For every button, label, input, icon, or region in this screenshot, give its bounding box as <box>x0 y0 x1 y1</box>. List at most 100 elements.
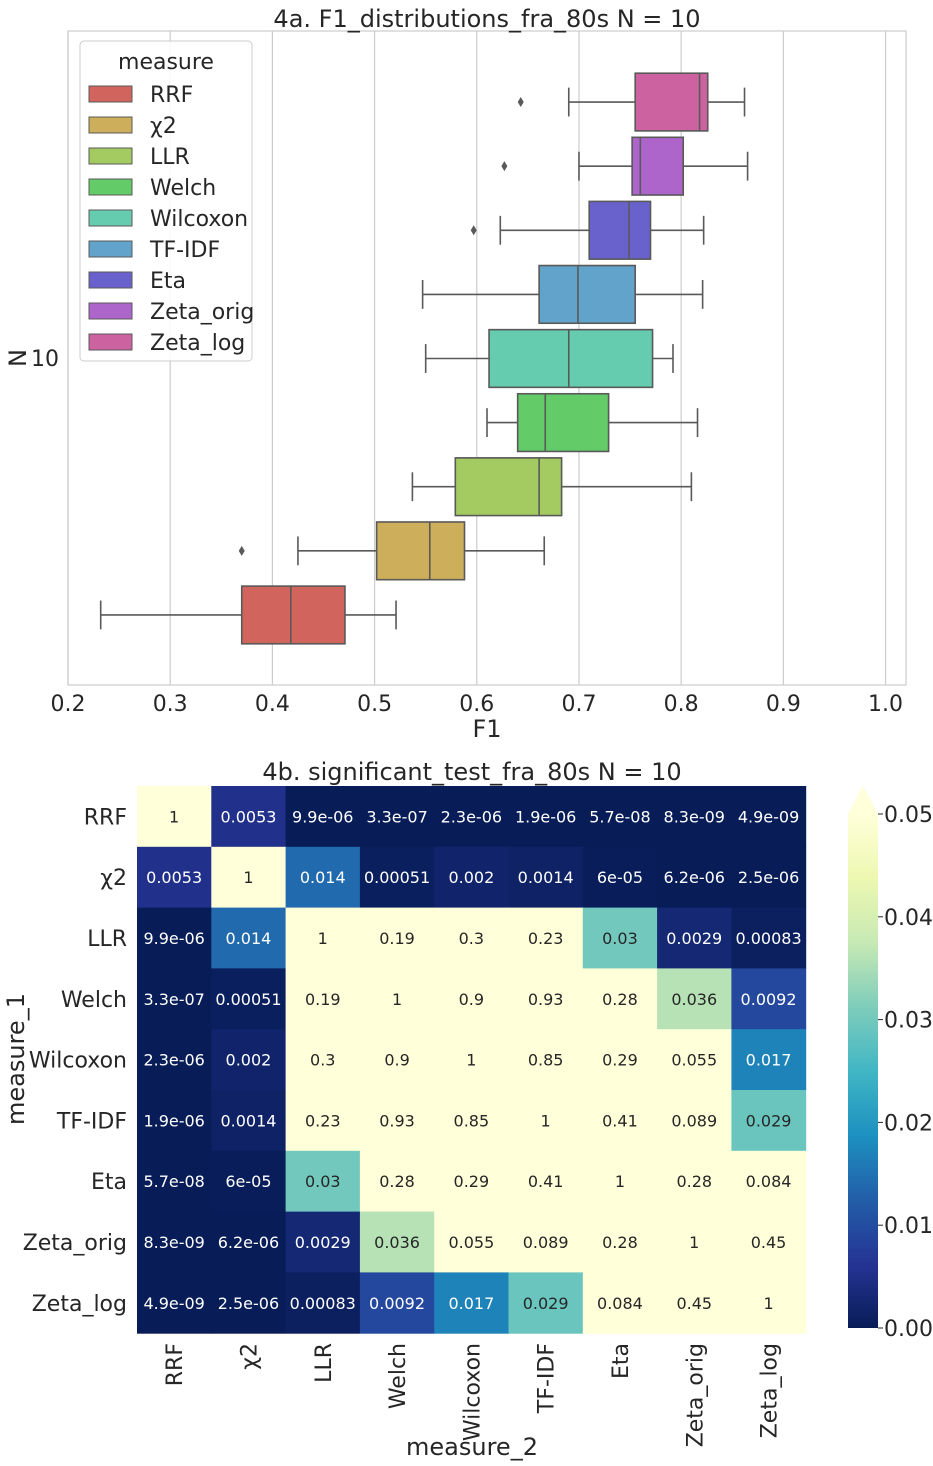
colorbar: 0.00 0.01 0.02 0.03 0.04 0.05 <box>848 786 933 1342</box>
heatmap-cell-label: 9.9e-06 <box>143 929 204 948</box>
legend-swatch <box>88 116 133 134</box>
heatmap-cell-label: 0.036 <box>374 1233 420 1252</box>
heatmap-cell <box>657 846 732 909</box>
heatmap-cell <box>434 968 509 1030</box>
heatmap-cell-label: 1 <box>243 868 253 887</box>
heatmap-cell-label: 0.28 <box>602 990 638 1009</box>
heatmap-cell <box>657 1211 732 1273</box>
legend-label: Welch <box>150 176 216 201</box>
heatmap-cell <box>137 1211 212 1273</box>
heatmap-cell <box>582 846 658 909</box>
box-outlier <box>238 545 245 556</box>
heatmap-cell-label: 3.3e-07 <box>366 807 427 826</box>
box-iqr <box>588 200 652 260</box>
heatmap-cell-label: 0.089 <box>671 1111 717 1130</box>
heatmap-cell <box>359 907 435 969</box>
heatmap-cell-label: 1 <box>466 1051 476 1070</box>
box-outlier <box>517 97 524 108</box>
heatmap-cell-label: 0.084 <box>746 1172 792 1191</box>
heatmap-cell-label: 0.00083 <box>735 929 801 948</box>
box-x-tick-label: 0.9 <box>766 692 801 717</box>
heatmap-cell-label: 0.0053 <box>220 807 276 826</box>
heatmap-cell <box>211 907 287 969</box>
box-iqr <box>634 72 709 132</box>
heatmap-cell-label: 1.9e-06 <box>515 807 576 826</box>
box-y-axis-label: N <box>4 349 32 367</box>
heatmap-cell <box>211 1150 287 1213</box>
legend-item: Wilcoxon <box>88 207 248 232</box>
heatmap-cell <box>137 786 212 848</box>
colorbar-tick-label: 0.03 <box>884 1009 933 1034</box>
legend-item: TF-IDF <box>88 238 220 263</box>
heatmap-x-tick-label: Welch <box>386 1343 411 1409</box>
heatmap-cell <box>137 1272 212 1334</box>
legend-item: Eta <box>88 269 186 294</box>
legend-item: LLR <box>88 145 190 170</box>
legend-label: χ2 <box>150 114 177 139</box>
heatmap-cell-label: 1 <box>392 990 402 1009</box>
heatmap-cell-label: 0.029 <box>746 1111 792 1130</box>
heatmap-cell <box>137 1150 212 1213</box>
heatmap-cell <box>731 1150 807 1213</box>
heatmap-cell-label: 8.3e-09 <box>664 807 725 826</box>
heatmap-cell-label: 0.85 <box>454 1111 490 1130</box>
box-outlier <box>501 161 508 172</box>
heatmap-cell-label: 3.3e-07 <box>143 990 204 1009</box>
heatmap-cell <box>285 1090 361 1152</box>
heatmap-cell-label: 0.014 <box>226 929 272 948</box>
heatmap-cell-label: 0.0029 <box>295 1233 351 1252</box>
heatmap-cell-label: 0.03 <box>305 1172 341 1191</box>
box-tf-idf <box>421 264 704 325</box>
box-plot-area <box>67 30 907 686</box>
heatmap-cell-label: 0.19 <box>305 990 341 1009</box>
legend-item: Zeta_log <box>88 331 245 356</box>
heatmap-cell-label: 2.5e-06 <box>218 1294 279 1313</box>
heatmap-cell <box>731 846 807 909</box>
box-χ2 <box>238 521 546 581</box>
legend-swatch <box>88 240 133 258</box>
heatmap-cell <box>731 1272 807 1334</box>
box-chart-title: 4a. F1_distributions_fra_80s N = 10 <box>273 5 700 33</box>
legend-label: LLR <box>150 145 190 170</box>
heatmap-cell <box>731 786 807 848</box>
heatmap-cell <box>434 1150 509 1213</box>
colorbar-tick-label: 0.00 <box>884 1317 933 1342</box>
legend-swatch <box>88 333 133 351</box>
heatmap-cell <box>434 1029 509 1091</box>
heatmap-cell-label: 0.28 <box>602 1233 638 1252</box>
heatmap-cell-label: 0.0092 <box>369 1294 425 1313</box>
heatmap-cell <box>285 1272 361 1334</box>
legend-swatch <box>88 147 133 165</box>
heatmap-cell-label: 0.28 <box>676 1172 712 1191</box>
heatmap-cell-label: 0.017 <box>746 1051 792 1070</box>
heatmap-cell-label: 0.45 <box>751 1233 787 1252</box>
box-iqr <box>240 585 346 645</box>
heatmap-cell <box>582 907 658 969</box>
heatmap-cell <box>508 1029 584 1091</box>
heatmap-cell <box>508 968 584 1030</box>
heatmap-y-tick-label: χ2 <box>100 866 127 891</box>
legend-swatch <box>88 302 133 320</box>
heatmap-cell <box>508 907 584 969</box>
heatmap-cell-label: 1 <box>763 1294 773 1313</box>
heatmap-cell <box>285 907 361 969</box>
heatmap-cell <box>508 1272 584 1334</box>
legend-label: Zeta_orig <box>150 300 254 325</box>
heatmap-y-tick-label: LLR <box>87 927 127 952</box>
heatmap-cell-label: 0.0092 <box>741 990 797 1009</box>
heatmap-cell <box>359 968 435 1030</box>
heatmap-cell <box>657 907 732 969</box>
box-iqr <box>454 457 563 517</box>
heatmap-cell <box>285 1211 361 1273</box>
heatmap-cell-label: 5.7e-08 <box>143 1172 204 1191</box>
box-legend: measure RRF χ2 LLR Welch Wilcoxon TF-IDF Eta Ze… <box>79 40 254 362</box>
heatmap-cell-label: 0.089 <box>523 1233 569 1252</box>
box-x-tick-label: 0.6 <box>459 692 494 717</box>
heatmap-cell <box>508 1150 584 1213</box>
heatmap-x-tick-label: Zeta_log <box>758 1343 783 1438</box>
heatmap-y-tick-label: RRF <box>84 805 127 830</box>
heatmap-cell <box>434 1090 509 1152</box>
heatmap-cell <box>657 1272 732 1334</box>
heatmap-cell-label: 6.2e-06 <box>664 868 725 887</box>
